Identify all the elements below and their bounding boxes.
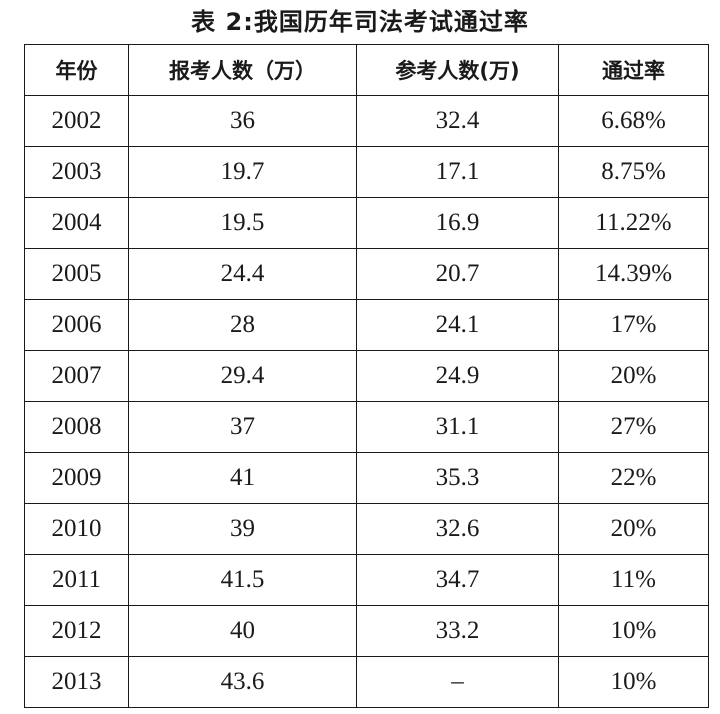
cell-pass-rate: 17%	[558, 299, 709, 351]
cell-attended: 20.7	[356, 248, 559, 300]
cell-year: 2004	[24, 197, 129, 249]
table-row: 2013 43.6 – 10%	[24, 656, 709, 708]
table-row: 2003 19.7 17.1 8.75%	[24, 146, 709, 198]
cell-year: 2012	[24, 605, 129, 657]
cell-year: 2008	[24, 401, 129, 453]
cell-registered: 40	[128, 605, 357, 657]
cell-registered: 19.5	[128, 197, 357, 249]
cell-registered: 36	[128, 95, 357, 147]
table-row: 2007 29.4 24.9 20%	[24, 350, 709, 402]
cell-attended: 24.9	[356, 350, 559, 402]
table-row: 2008 37 31.1 27%	[24, 401, 709, 453]
cell-year: 2003	[24, 146, 129, 198]
cell-registered: 41.5	[128, 554, 357, 606]
cell-registered: 28	[128, 299, 357, 351]
header-registered: 报考人数（万）	[128, 44, 357, 96]
table-row: 2006 28 24.1 17%	[24, 299, 709, 351]
cell-year: 2002	[24, 95, 129, 147]
cell-pass-rate: 8.75%	[558, 146, 709, 198]
table-row: 2011 41.5 34.7 11%	[24, 554, 709, 606]
cell-pass-rate: 27%	[558, 401, 709, 453]
cell-pass-rate: 11%	[558, 554, 709, 606]
cell-year: 2009	[24, 452, 129, 504]
cell-attended: –	[356, 656, 559, 708]
cell-attended: 33.2	[356, 605, 559, 657]
pass-rate-table: 年份 报考人数（万） 参考人数(万) 通过率 2002 36 32.4 6.68…	[24, 44, 709, 708]
cell-registered: 24.4	[128, 248, 357, 300]
cell-attended: 34.7	[356, 554, 559, 606]
cell-pass-rate: 10%	[558, 605, 709, 657]
cell-attended: 31.1	[356, 401, 559, 453]
table-header-row: 年份 报考人数（万） 参考人数(万) 通过率	[24, 44, 709, 96]
table-row: 2004 19.5 16.9 11.22%	[24, 197, 709, 249]
cell-registered: 43.6	[128, 656, 357, 708]
cell-attended: 32.6	[356, 503, 559, 555]
table-row: 2010 39 32.6 20%	[24, 503, 709, 555]
cell-year: 2007	[24, 350, 129, 402]
cell-pass-rate: 10%	[558, 656, 709, 708]
table-row: 2012 40 33.2 10%	[24, 605, 709, 657]
cell-registered: 41	[128, 452, 357, 504]
cell-attended: 17.1	[356, 146, 559, 198]
cell-year: 2005	[24, 248, 129, 300]
header-attended: 参考人数(万)	[356, 44, 559, 96]
cell-year: 2011	[24, 554, 129, 606]
header-pass-rate: 通过率	[558, 44, 709, 96]
table-row: 2005 24.4 20.7 14.39%	[24, 248, 709, 300]
cell-pass-rate: 20%	[558, 503, 709, 555]
cell-pass-rate: 11.22%	[558, 197, 709, 249]
cell-attended: 32.4	[356, 95, 559, 147]
cell-attended: 16.9	[356, 197, 559, 249]
table-row: 2002 36 32.4 6.68%	[24, 95, 709, 147]
cell-pass-rate: 6.68%	[558, 95, 709, 147]
cell-registered: 19.7	[128, 146, 357, 198]
cell-pass-rate: 20%	[558, 350, 709, 402]
cell-registered: 39	[128, 503, 357, 555]
table-row: 2009 41 35.3 22%	[24, 452, 709, 504]
cell-pass-rate: 22%	[558, 452, 709, 504]
cell-year: 2006	[24, 299, 129, 351]
table-title: 表 2:我国历年司法考试通过率	[191, 8, 529, 36]
cell-pass-rate: 14.39%	[558, 248, 709, 300]
cell-registered: 37	[128, 401, 357, 453]
cell-year: 2010	[24, 503, 129, 555]
cell-registered: 29.4	[128, 350, 357, 402]
header-year: 年份	[24, 44, 129, 96]
cell-attended: 35.3	[356, 452, 559, 504]
cell-year: 2013	[24, 656, 129, 708]
cell-attended: 24.1	[356, 299, 559, 351]
